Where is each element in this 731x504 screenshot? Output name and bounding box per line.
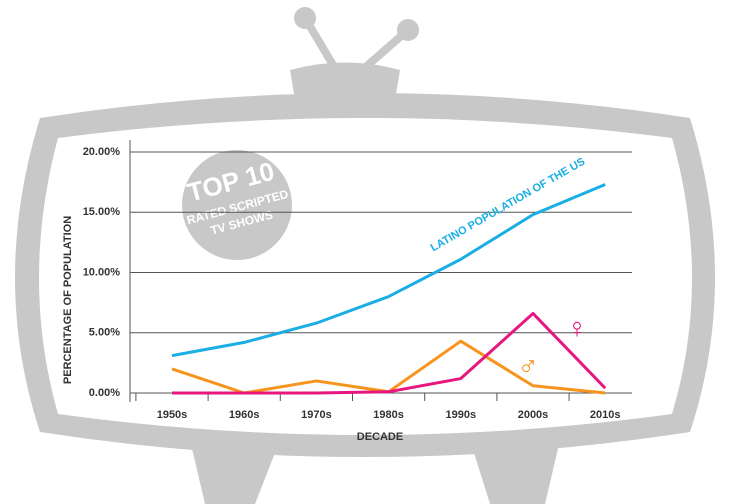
y-tick-label: 10.00%: [83, 266, 121, 278]
series-label: ♀: [567, 312, 588, 343]
x-tick-label: 1970s: [301, 409, 332, 421]
y-tick-label: 20.00%: [83, 146, 121, 158]
tv-leg: [470, 440, 560, 504]
series-label: ♂: [518, 349, 539, 380]
y-tick-label: 0.00%: [89, 387, 120, 399]
x-tick-label: 1950s: [157, 409, 188, 421]
x-tick-label: 1980s: [373, 409, 404, 421]
antenna-ball: [294, 7, 316, 29]
y-tick-label: 5.00%: [89, 327, 120, 339]
x-tick-label: 1960s: [229, 409, 260, 421]
y-tick-label: 15.00%: [83, 206, 121, 218]
antenna-base: [290, 62, 400, 100]
antenna-ball: [397, 19, 419, 41]
series-line: [171, 183, 606, 358]
tv-leg: [190, 440, 280, 504]
tv-frame: [15, 7, 715, 504]
x-axis-label: DECADE: [357, 431, 403, 443]
badge: [182, 150, 292, 260]
y-axis-label: PERCENTAGE OF POPULATION: [62, 216, 74, 384]
x-tick-label: 1990s: [446, 409, 477, 421]
x-tick-label: 2000s: [518, 409, 549, 421]
x-tick-label: 2010s: [590, 409, 621, 421]
series-line: [172, 311, 607, 395]
